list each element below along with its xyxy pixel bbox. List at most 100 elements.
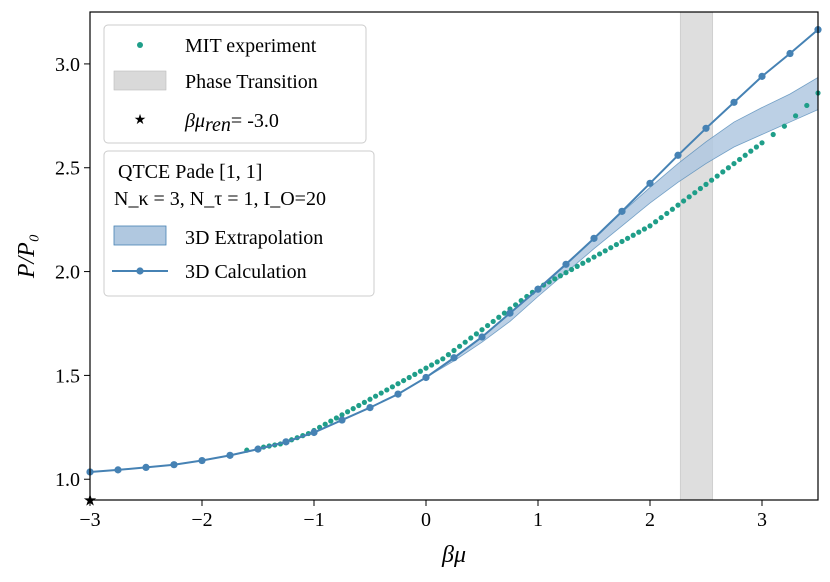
experiment-point	[574, 263, 580, 269]
legend-reference-sub: ren	[205, 114, 231, 136]
legend-star-icon: ★	[134, 112, 147, 128]
calculation-point	[562, 260, 570, 268]
experiment-point	[591, 254, 597, 260]
experiment-point	[697, 185, 704, 192]
experiment-point	[384, 387, 390, 393]
x-tick-label: 1	[533, 509, 543, 531]
experiment-point	[417, 368, 423, 374]
experiment-point	[429, 362, 435, 368]
experiment-point	[322, 421, 328, 427]
experiment-point	[496, 314, 502, 320]
experiment-point	[445, 352, 451, 358]
calculation-point	[758, 72, 766, 80]
experiment-point	[686, 194, 692, 200]
calculation-point	[226, 451, 234, 459]
x-tick-label: −2	[191, 509, 212, 531]
experiment-point	[737, 156, 743, 163]
experiment-point	[401, 377, 407, 384]
legend-experiment-label: MIT experiment	[185, 35, 317, 57]
calculation-point	[618, 207, 626, 215]
experiment-point	[395, 381, 401, 387]
experiment-point	[709, 177, 715, 183]
calculation-point	[422, 373, 430, 382]
experiment-point	[804, 102, 810, 109]
experiment-point	[613, 241, 620, 248]
legend-calculation-label: 3D Calculation	[185, 261, 307, 283]
experiment-point	[412, 371, 418, 377]
experiment-point	[759, 140, 765, 146]
x-tick-label: 3	[757, 509, 767, 531]
calculation-point	[394, 390, 402, 398]
calculation-point	[450, 354, 458, 362]
legend-extrapolation-swatch	[113, 225, 167, 246]
legend-reference-value: = -3.0	[231, 110, 279, 132]
legend-bottom-box	[103, 150, 375, 297]
experiment-point	[585, 257, 592, 263]
experiment-point	[367, 396, 373, 402]
legend-reference-label: βμren= -3.0	[184, 110, 279, 136]
experiment-point	[636, 229, 642, 235]
experiment-point	[580, 260, 586, 266]
experiment-point	[630, 232, 636, 238]
legend-bottom: QTCE Pade [1, 1] N_κ = 3, N_τ = 1, I_O=2…	[103, 150, 375, 297]
y-axis-ticks: 1.0 1.5 2.0 2.5 3.0	[55, 54, 90, 491]
experiment-point	[373, 393, 379, 399]
x-tick-label: 2	[645, 509, 655, 531]
calculation-point	[366, 403, 374, 412]
legend-experiment-marker	[137, 42, 143, 48]
calculation-point	[142, 463, 150, 471]
experiment-point	[664, 210, 670, 217]
experiment-point	[333, 415, 339, 421]
calculation-point	[786, 49, 794, 58]
experiment-point	[602, 248, 608, 254]
experiment-point	[389, 384, 395, 390]
calculation-point	[534, 285, 542, 293]
calculation-point	[338, 416, 346, 424]
experiment-point	[653, 219, 659, 225]
experiment-point	[647, 223, 653, 229]
experiment-point	[625, 235, 631, 241]
experiment-point	[557, 273, 564, 279]
experiment-point	[748, 148, 754, 154]
experiment-point	[350, 406, 356, 412]
experiment-point	[725, 165, 732, 171]
experiment-point	[770, 131, 776, 138]
legend-top: MIT experiment Phase Transition ★ βμren=…	[103, 24, 367, 144]
legend-extrapolation-label: 3D Extrapolation	[185, 227, 323, 249]
experiment-point	[781, 123, 788, 129]
experiment-point	[608, 245, 614, 251]
experiment-point	[641, 226, 648, 232]
experiment-point	[753, 144, 760, 150]
experiment-point	[692, 190, 698, 196]
experiment-point	[731, 160, 737, 167]
calculation-point	[282, 438, 290, 446]
calculation-point	[590, 234, 598, 242]
experiment-point	[501, 310, 507, 316]
experiment-point	[462, 339, 468, 345]
y-tick-label: 1.5	[55, 365, 80, 387]
experiment-point	[569, 266, 575, 273]
experiment-point	[479, 327, 485, 333]
phase-transition-band	[679, 11, 714, 501]
legend-reference-var: βμ	[184, 110, 205, 132]
experiment-point	[681, 198, 687, 204]
experiment-point	[457, 343, 463, 349]
y-tick-label: 3.0	[55, 54, 80, 76]
experiment-point	[597, 251, 603, 257]
experiment-point	[720, 169, 726, 175]
experiment-point	[703, 181, 709, 187]
legend-bottom-title-1: QTCE Pade [1, 1]	[118, 161, 262, 183]
calculation-point	[254, 445, 262, 453]
experiment-point	[619, 238, 625, 245]
y-tick-label: 1.0	[55, 469, 80, 491]
experiment-point	[714, 173, 720, 179]
calculation-point	[114, 466, 122, 474]
x-axis-label: βμ	[441, 542, 466, 568]
experiment-point	[490, 318, 496, 325]
experiment-point	[356, 402, 362, 409]
experiment-point	[658, 214, 664, 221]
calculation-point	[646, 179, 654, 187]
calculation-markers	[86, 26, 822, 476]
experiment-point	[406, 374, 412, 381]
